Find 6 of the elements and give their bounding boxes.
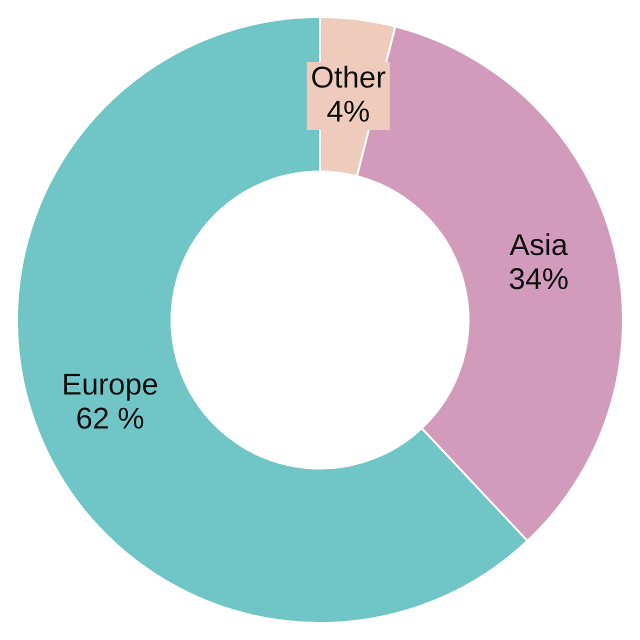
slice-label: Europe	[62, 368, 158, 402]
slice-label: Other	[310, 61, 386, 94]
data-label: 34%	[508, 263, 569, 296]
data-label: 4%	[326, 95, 370, 128]
slice-label: Asia	[509, 229, 568, 262]
data-label: 62 %	[76, 402, 144, 436]
